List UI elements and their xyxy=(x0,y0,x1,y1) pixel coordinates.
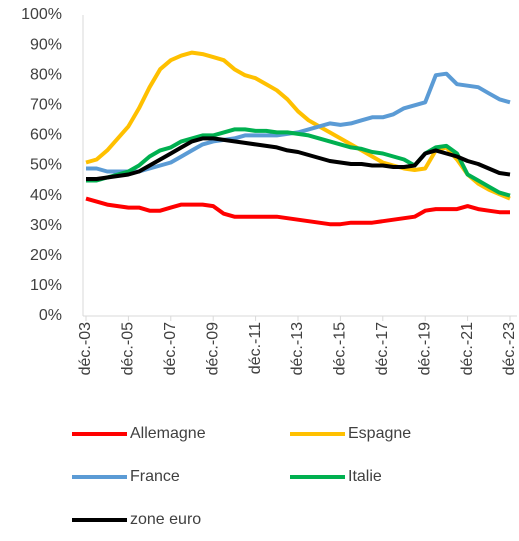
legend-label: France xyxy=(130,468,180,485)
x-tick-label: déc.-09 xyxy=(204,322,221,375)
y-tick-label: 90% xyxy=(30,36,62,53)
x-tick-label: déc.-17 xyxy=(374,322,391,375)
y-tick-label: 100% xyxy=(21,6,62,23)
legend-label: Italie xyxy=(348,468,382,485)
x-tick-label: déc.-23 xyxy=(501,322,518,375)
y-tick-label: 10% xyxy=(30,277,62,294)
x-tick-label: déc.-21 xyxy=(459,322,476,375)
x-tick-label: déc.-03 xyxy=(77,322,94,375)
y-tick-label: 20% xyxy=(30,247,62,264)
legend-label: Allemagne xyxy=(130,425,206,442)
x-tick-label: déc.-19 xyxy=(416,322,433,375)
line-series xyxy=(86,127,511,198)
y-tick-label: 70% xyxy=(30,97,62,114)
line-series xyxy=(85,196,510,227)
x-tick-label: déc.-05 xyxy=(120,322,137,375)
x-tick-label: déc.-15 xyxy=(332,322,349,375)
x-tick-label: déc.-11 xyxy=(247,322,264,374)
x-tick-label: déc.-07 xyxy=(162,322,179,375)
x-tick-label: déc.-13 xyxy=(289,322,306,375)
y-tick-label: 40% xyxy=(30,187,62,204)
y-tick-label: 60% xyxy=(30,127,62,144)
y-tick-label: 50% xyxy=(30,157,62,174)
line-series xyxy=(86,136,511,181)
legend-label: zone euro xyxy=(130,511,201,528)
y-tick-label: 30% xyxy=(30,217,62,234)
y-tick-label: 80% xyxy=(30,66,62,83)
legend-label: Espagne xyxy=(348,425,411,442)
y-tick-label: 0% xyxy=(39,307,62,324)
